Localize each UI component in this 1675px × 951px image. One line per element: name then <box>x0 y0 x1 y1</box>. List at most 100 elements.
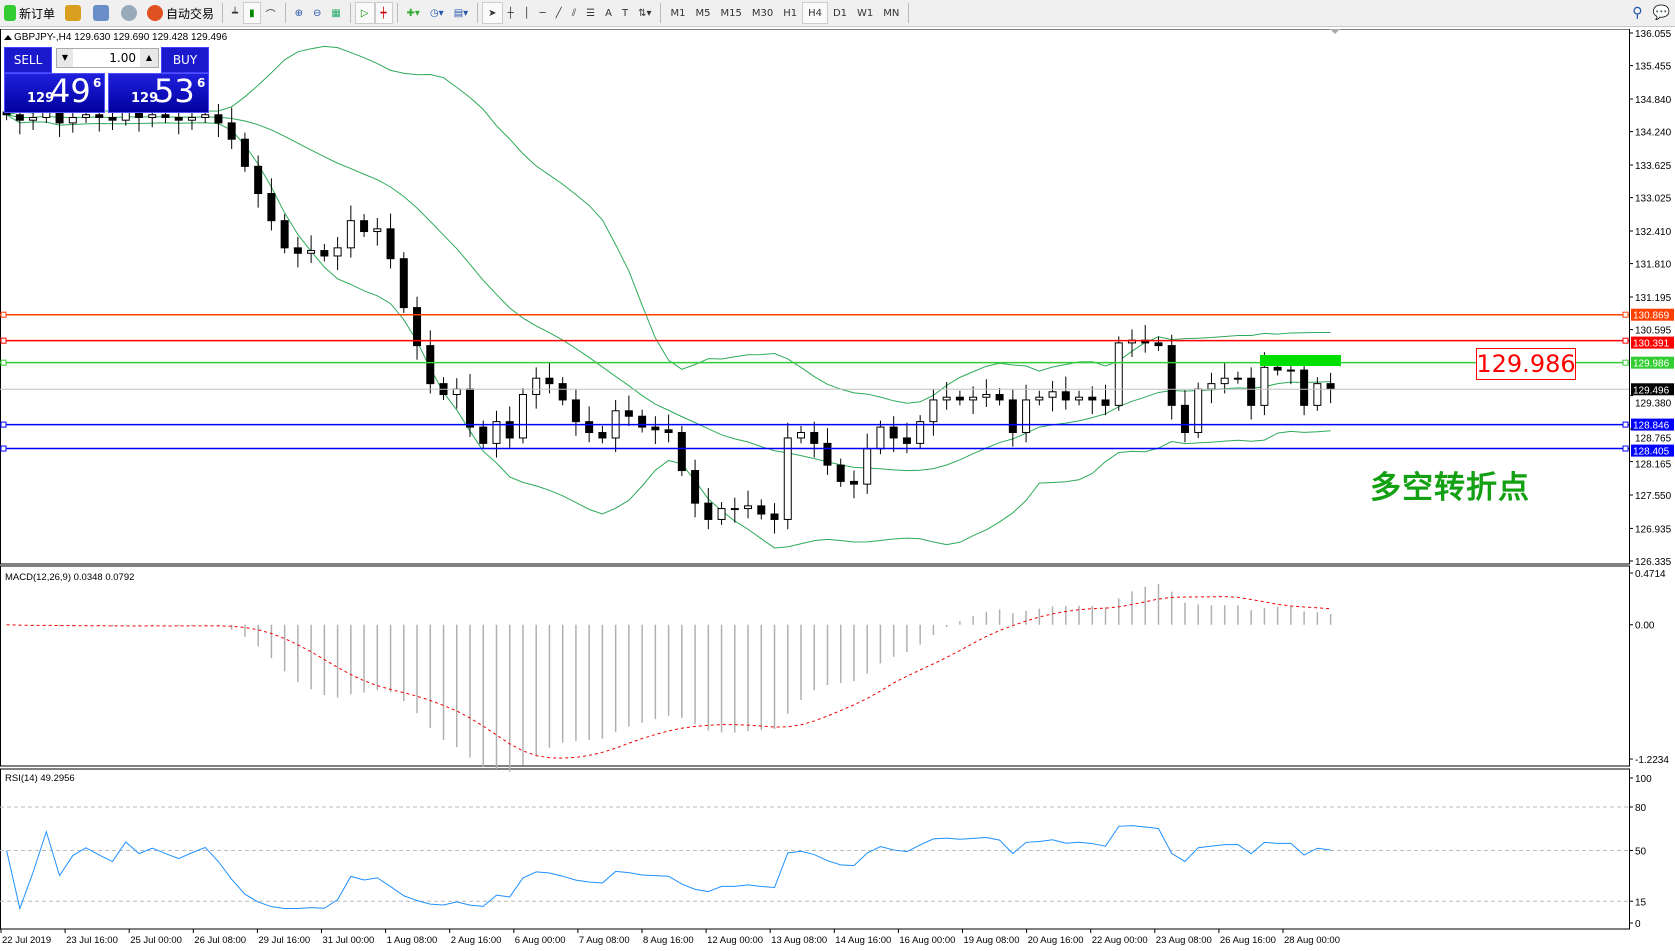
equidistant-channel-icon[interactable]: ⫽ <box>571 7 577 19</box>
timeframe-d1[interactable]: D1 <box>832 7 848 19</box>
fibonacci-icon[interactable]: ☰ <box>586 7 596 19</box>
lot-value[interactable]: 1.00 <box>109 51 136 65</box>
auto-trading-button[interactable]: 自动交易 <box>143 2 218 24</box>
time-tick-label: 25 Jul 00:00 <box>130 935 182 946</box>
signals-icon[interactable] <box>121 5 138 21</box>
line-chart-icon[interactable]: ⌒ <box>265 9 276 21</box>
candle <box>227 122 236 140</box>
candle <box>240 138 249 167</box>
price-tick-label: 133.625 <box>1635 161 1672 172</box>
bollinger-lower <box>6 114 1331 549</box>
chart-shift-marker <box>1330 29 1340 34</box>
crosshair-icon[interactable]: ┼ <box>507 7 514 19</box>
chat-icon[interactable]: 💬 <box>1652 5 1670 21</box>
macd-tick-label: 0.00 <box>1635 621 1655 632</box>
zoom-in-icon[interactable]: ⊕ <box>294 7 303 19</box>
candle <box>254 165 263 195</box>
timeframe-mn[interactable]: MN <box>883 7 900 19</box>
templates-icon[interactable]: ▤▾ <box>453 7 469 19</box>
turning-point-marker[interactable] <box>1260 355 1341 366</box>
periods-icon[interactable]: ◷▾ <box>429 7 444 19</box>
time-tick-label: 1 Aug 08:00 <box>387 935 438 946</box>
candle <box>280 220 289 249</box>
text-label-icon[interactable]: T <box>621 7 629 19</box>
candle <box>307 250 316 254</box>
time-tick-label: 20 Aug 16:00 <box>1028 935 1084 946</box>
candle <box>889 426 898 439</box>
lot-size-input[interactable]: ▼ 1.00 ▲ <box>56 48 159 68</box>
price-annotation[interactable]: 129.986 <box>1476 348 1576 380</box>
navigator-icon[interactable] <box>93 5 110 21</box>
buy-button[interactable]: BUY <box>161 47 209 73</box>
candle <box>902 437 911 444</box>
lot-decrease-button[interactable]: ▼ <box>57 49 73 67</box>
candle <box>201 114 210 118</box>
cursor-icon[interactable]: ➤ <box>482 2 503 24</box>
turning-point-label[interactable]: 多空转折点 <box>1370 470 1530 506</box>
buy-price[interactable]: 129 53 6 <box>108 72 209 113</box>
separator <box>396 3 398 23</box>
timeframe-m1[interactable]: M1 <box>670 7 686 19</box>
lot-increase-button[interactable]: ▲ <box>140 49 158 67</box>
arrows-icon[interactable]: ⇅▾ <box>638 7 652 19</box>
level-price-label-bg <box>1631 383 1674 396</box>
candle <box>293 247 302 254</box>
candle <box>1220 377 1229 385</box>
timeframe-m15[interactable]: M15 <box>720 7 742 19</box>
candle <box>916 421 925 444</box>
candle <box>1247 377 1256 406</box>
chart-area[interactable]: GBPJPY-,H4 129.630 129.690 129.428 129.4… <box>0 29 1675 951</box>
bar-chart-icon[interactable]: ┷ <box>232 7 239 19</box>
candle <box>1233 377 1242 380</box>
candle <box>1180 404 1189 434</box>
time-tick-label: 19 Aug 08:00 <box>964 935 1020 946</box>
candle <box>1114 342 1123 406</box>
rsi-tick-label: 0 <box>1635 919 1641 930</box>
candle <box>1154 342 1163 347</box>
candle <box>426 345 435 385</box>
search-icon[interactable]: ⚲ <box>1632 5 1643 21</box>
separator <box>477 3 479 23</box>
timeframe-w1[interactable]: W1 <box>857 7 874 19</box>
main-pane <box>0 29 1630 565</box>
price-tick-label: 126.935 <box>1635 524 1672 535</box>
time-tick-label: 29 Jul 16:00 <box>258 935 310 946</box>
zoom-out-icon[interactable]: ⊖ <box>312 7 322 19</box>
sell-button[interactable]: SELL <box>4 47 52 73</box>
vertical-line-icon[interactable]: │ <box>523 7 530 19</box>
auto-scroll-icon[interactable]: ▷ <box>354 2 375 24</box>
candle <box>82 114 91 118</box>
market-watch-icon[interactable] <box>65 5 82 21</box>
timeframe-h1[interactable]: H1 <box>783 7 798 19</box>
candle <box>995 393 1004 401</box>
candle <box>823 442 832 466</box>
candle <box>479 426 488 444</box>
new-order-button[interactable]: 新订单 <box>0 2 59 24</box>
candle <box>598 432 607 439</box>
time-tick-label: 22 Aug 00:00 <box>1092 935 1148 946</box>
toolbar: 新订单 自动交易 ┷ ▮ ⌒ ⊕ ⊖ ▦ ▷ ┿ ✚▾ ◷▾ ▤▾ ➤ ┼ │ … <box>0 0 1675 27</box>
level-price-label: 128.405 <box>1633 447 1670 458</box>
candle <box>518 393 527 439</box>
candle <box>29 116 38 121</box>
text-icon[interactable]: A <box>605 7 612 19</box>
sell-price[interactable]: 129 49 6 <box>4 72 105 113</box>
chart-shift-icon[interactable]: ┿ <box>374 2 393 24</box>
indicators-icon[interactable]: ✚▾ <box>406 7 420 19</box>
timeframe-m30[interactable]: M30 <box>751 7 774 19</box>
trendline-icon[interactable]: ╱ <box>555 7 562 19</box>
level-handle <box>1622 421 1629 428</box>
candle <box>677 432 686 472</box>
timeframe-h4[interactable]: H4 <box>802 2 828 24</box>
candle <box>585 421 594 434</box>
candle <box>1326 383 1335 390</box>
time-tick-label: 7 Aug 08:00 <box>579 935 630 946</box>
timeframe-m5[interactable]: M5 <box>695 7 711 19</box>
level-price-label: 129.986 <box>1633 359 1670 370</box>
candlestick-icon[interactable]: ▮ <box>243 2 261 24</box>
horizontal-line-icon[interactable]: ─ <box>539 7 546 19</box>
candle <box>108 116 117 121</box>
one-click-trading-panel: SELL ▼ 1.00 ▲ BUY 129 49 6 129 53 6 <box>4 47 223 113</box>
candle <box>717 508 726 520</box>
tile-windows-icon[interactable]: ▦ <box>331 7 341 19</box>
